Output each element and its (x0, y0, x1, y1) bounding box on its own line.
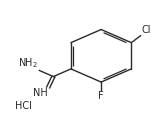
Text: F: F (98, 91, 104, 101)
Text: Cl: Cl (141, 25, 151, 35)
Text: NH: NH (33, 88, 47, 99)
Text: NH$_2$: NH$_2$ (18, 56, 38, 70)
Text: HCl: HCl (15, 101, 32, 111)
